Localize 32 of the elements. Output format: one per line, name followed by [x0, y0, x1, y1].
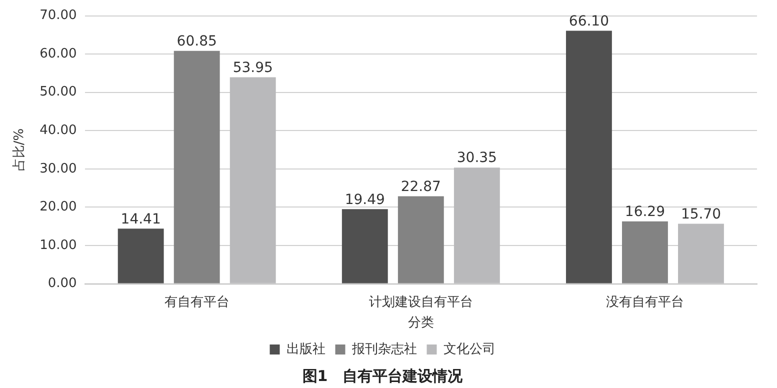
legend-label: 报刊杂志社 [350, 342, 417, 357]
bar [342, 209, 388, 284]
y-tick-label: 40.00 [40, 123, 77, 138]
y-tick-label: 0.00 [48, 276, 77, 292]
x-tick-label: 计划建设自有平台 [368, 294, 473, 310]
y-tick-label: 60.00 [40, 46, 77, 62]
data-label: 19.49 [344, 192, 385, 208]
y-tick-label: 10.00 [40, 238, 77, 253]
bar [622, 221, 668, 284]
y-tick-label: 20.00 [40, 200, 77, 215]
data-label: 14.41 [120, 211, 161, 228]
bar [566, 30, 612, 284]
x-tick-label: 没有自有平台 [606, 294, 684, 310]
y-tick-label: 50.00 [40, 84, 77, 100]
data-label: 16.29 [624, 204, 666, 220]
bar [398, 196, 444, 284]
x-axis-title: 分类 [408, 316, 434, 331]
x-tick-label: 有自有平台 [164, 294, 230, 310]
data-label: 66.10 [568, 13, 609, 30]
data-label: 60.85 [176, 33, 217, 50]
data-label: 15.70 [680, 206, 722, 222]
bar [118, 228, 164, 284]
legend-label: 出版社 [286, 342, 326, 357]
legend-label: 文化公司 [443, 342, 496, 357]
bar [174, 50, 220, 284]
data-label: 22.87 [400, 178, 441, 195]
data-label: 53.95 [232, 60, 273, 76]
y-axis-title: 占比/% [12, 128, 28, 172]
y-tick-label: 30.00 [40, 161, 77, 176]
y-tick-label: 70.00 [40, 8, 77, 24]
text: 图1 自有平台建设情况 [302, 366, 464, 385]
data-label: 30.35 [456, 150, 497, 166]
